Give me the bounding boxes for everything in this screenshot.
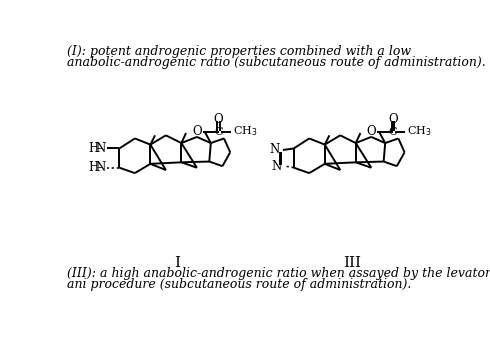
Text: C: C: [214, 126, 223, 136]
Text: CH$_3$: CH$_3$: [407, 125, 432, 139]
Text: O: O: [192, 125, 201, 138]
Text: N: N: [95, 142, 105, 155]
Text: O: O: [214, 113, 223, 126]
Text: O: O: [388, 113, 398, 126]
Text: –: –: [96, 142, 102, 155]
Text: –: –: [96, 161, 102, 174]
Text: CH$_3$: CH$_3$: [233, 125, 257, 139]
Text: H: H: [89, 142, 99, 155]
Text: N: N: [272, 160, 282, 173]
Text: N: N: [95, 161, 105, 174]
Text: anabolic-androgenic ratio (subcutaneous route of administration).: anabolic-androgenic ratio (subcutaneous …: [68, 56, 486, 69]
Text: C: C: [389, 126, 397, 136]
Text: (I): potent androgenic properties combined with a low: (I): potent androgenic properties combin…: [68, 45, 412, 58]
Text: ani procedure (subcutaneous route of administration).: ani procedure (subcutaneous route of adm…: [68, 278, 412, 291]
Text: III: III: [343, 256, 361, 270]
Text: I: I: [174, 256, 180, 270]
Text: O: O: [366, 125, 376, 138]
Text: (III): a high anabolic-androgenic ratio when assayed by the levator: (III): a high anabolic-androgenic ratio …: [68, 267, 490, 280]
Text: N: N: [270, 144, 280, 156]
Text: H: H: [89, 161, 99, 174]
